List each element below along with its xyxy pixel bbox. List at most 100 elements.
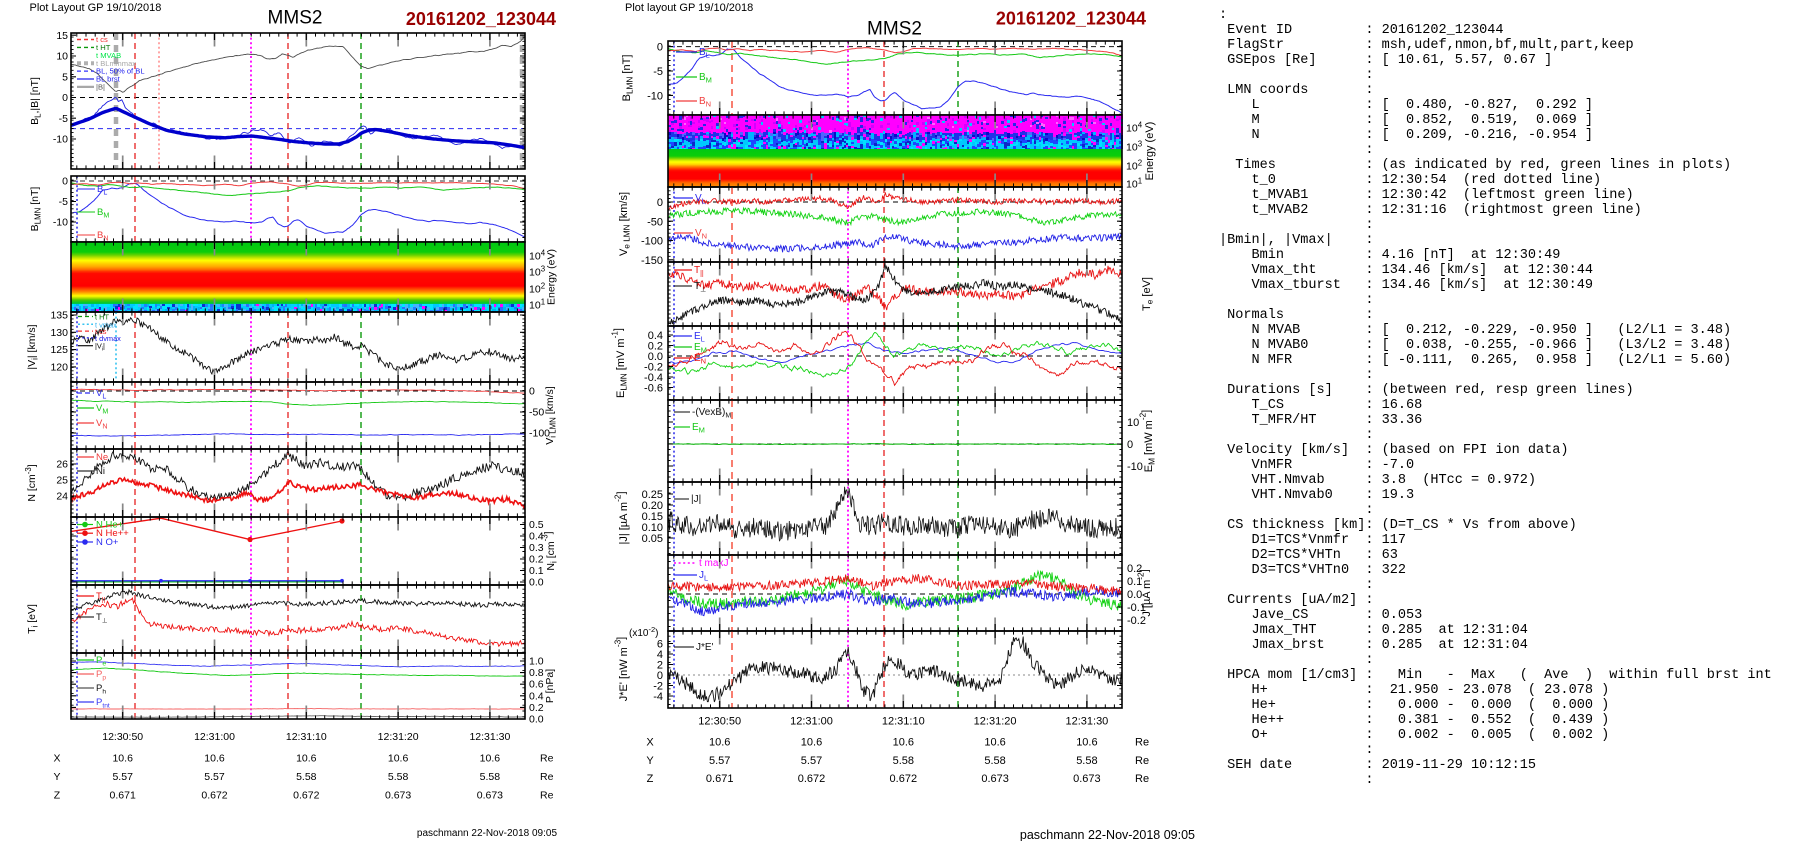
svg-text:10.6: 10.6 <box>204 753 225 765</box>
svg-text:-10: -10 <box>647 90 663 102</box>
svg-text:-0.2: -0.2 <box>1127 615 1146 627</box>
svg-text:BLMN [nT]: BLMN [nT] <box>621 55 635 102</box>
svg-text:Re: Re <box>1135 755 1149 767</box>
svg-text:103: 103 <box>529 265 546 279</box>
svg-text:N He+: N He+ <box>96 520 124 531</box>
svg-text:Pe: Pe <box>96 655 106 668</box>
svg-text:104: 104 <box>1126 121 1143 135</box>
svg-text:0.10: 0.10 <box>642 522 663 534</box>
svg-text:EN: EN <box>694 353 706 366</box>
svg-text:VN: VN <box>695 228 707 241</box>
svg-text:5.58: 5.58 <box>984 755 1005 767</box>
svg-text:0: 0 <box>1127 439 1133 451</box>
svg-text:P [nPa]: P [nPa] <box>544 669 556 703</box>
svg-text:-5: -5 <box>653 66 663 78</box>
svg-text:T⊥: T⊥ <box>694 281 706 294</box>
svg-text:J [µA m-2]: J [µA m-2] <box>1137 569 1154 616</box>
svg-text:VL: VL <box>695 193 706 206</box>
svg-text:-10: -10 <box>53 217 68 229</box>
svg-text:Y: Y <box>646 755 654 767</box>
svg-text:5.58: 5.58 <box>388 771 409 783</box>
svg-text:VM: VM <box>96 403 108 416</box>
svg-text:-50: -50 <box>647 216 663 228</box>
svg-text:0.05: 0.05 <box>642 533 663 545</box>
svg-text:BM: BM <box>97 207 109 220</box>
svg-text:6: 6 <box>657 639 663 651</box>
svg-text:ELMN [mV m-1]: ELMN [mV m-1] <box>611 328 629 398</box>
svg-text:1.0: 1.0 <box>529 656 544 668</box>
svg-text:-2: -2 <box>653 681 663 693</box>
svg-text:MMS2: MMS2 <box>268 7 323 28</box>
svg-text:24: 24 <box>56 491 68 503</box>
svg-text:12:30:50: 12:30:50 <box>102 731 143 743</box>
svg-text:0.0: 0.0 <box>1127 589 1142 601</box>
svg-text:BN: BN <box>97 230 108 243</box>
svg-text:-4: -4 <box>653 691 663 703</box>
svg-text:t HT: t HT <box>95 313 109 322</box>
svg-text:BL: BL <box>97 184 107 197</box>
svg-text:-0.1: -0.1 <box>1127 602 1146 614</box>
svg-text:Ne: Ne <box>96 452 108 463</box>
svg-text:5.57: 5.57 <box>112 771 133 783</box>
svg-text:Ni: Ni <box>96 466 105 477</box>
svg-text:5.57: 5.57 <box>801 755 822 767</box>
svg-text:0: 0 <box>529 386 535 398</box>
svg-text:Pp: Pp <box>96 669 106 682</box>
svg-text:0.4: 0.4 <box>529 531 544 543</box>
svg-text:0: 0 <box>657 42 663 54</box>
svg-text:X: X <box>646 737 654 749</box>
svg-text:T||: T|| <box>694 265 704 278</box>
svg-text:12:31:00: 12:31:00 <box>194 731 235 743</box>
svg-text:Plot layout GP 19/10/2018: Plot layout GP 19/10/2018 <box>625 2 753 14</box>
svg-text:-5: -5 <box>59 196 68 208</box>
svg-text:t BLminmax: t BLminmax <box>96 59 136 68</box>
svg-text:0.8: 0.8 <box>529 667 544 679</box>
svg-text:-0.4: -0.4 <box>644 372 663 384</box>
svg-text:10.6: 10.6 <box>709 737 730 749</box>
svg-text:X: X <box>53 753 60 765</box>
svg-text:T||: T|| <box>96 591 106 604</box>
svg-text:0.673: 0.673 <box>1073 773 1101 785</box>
svg-text:-50: -50 <box>529 407 544 419</box>
svg-text:t cs: t cs <box>95 327 107 336</box>
svg-text:5: 5 <box>62 71 68 83</box>
svg-text:Re: Re <box>540 771 554 783</box>
svg-text:5.57: 5.57 <box>204 771 225 783</box>
svg-text:BLMN [nT]: BLMN [nT] <box>29 187 43 232</box>
svg-text:12:31:10: 12:31:10 <box>286 731 327 743</box>
svg-text:10.6: 10.6 <box>480 753 501 765</box>
svg-text:T⊥: T⊥ <box>96 612 108 625</box>
svg-text:104: 104 <box>529 249 546 263</box>
svg-text:10: 10 <box>1127 417 1139 429</box>
svg-text:N O+: N O+ <box>96 537 119 548</box>
svg-text:0: 0 <box>657 197 663 209</box>
svg-text:BL: BL <box>699 47 710 60</box>
svg-text:0.0: 0.0 <box>529 577 544 589</box>
svg-text:0.2: 0.2 <box>1127 563 1142 575</box>
svg-text:0.1: 0.1 <box>529 565 544 577</box>
svg-text:4: 4 <box>657 649 663 661</box>
svg-text:135: 135 <box>50 310 68 322</box>
svg-text:EL: EL <box>694 331 705 344</box>
svg-text:12:30:50: 12:30:50 <box>698 716 741 728</box>
svg-text:Y: Y <box>53 771 60 783</box>
svg-text:5.58: 5.58 <box>893 755 914 767</box>
svg-text:0.2: 0.2 <box>529 554 544 566</box>
svg-text:Plot Layout GP 19/10/2018: Plot Layout GP 19/10/2018 <box>30 2 162 14</box>
svg-text:0.672: 0.672 <box>798 773 826 785</box>
svg-text:0.0: 0.0 <box>529 714 544 726</box>
svg-text:12:31:00: 12:31:00 <box>790 716 833 728</box>
svg-text:BL,|B| [nT]: BL,|B| [nT] <box>29 77 43 125</box>
svg-text:paschmann 22-Nov-2018 09:05: paschmann 22-Nov-2018 09:05 <box>417 828 558 839</box>
svg-text:10.6: 10.6 <box>388 753 409 765</box>
svg-text:-100: -100 <box>529 428 550 440</box>
svg-text:0.671: 0.671 <box>110 790 136 802</box>
svg-text:t vmax: t vmax <box>95 320 117 329</box>
svg-text:0.5: 0.5 <box>529 519 544 531</box>
svg-text:BM: BM <box>699 72 712 85</box>
svg-text:130: 130 <box>50 327 68 339</box>
svg-text:Z: Z <box>647 773 654 785</box>
svg-text:EM: EM <box>692 422 705 435</box>
svg-text:20161202_123044: 20161202_123044 <box>996 9 1146 29</box>
svg-text:Re: Re <box>1135 773 1149 785</box>
